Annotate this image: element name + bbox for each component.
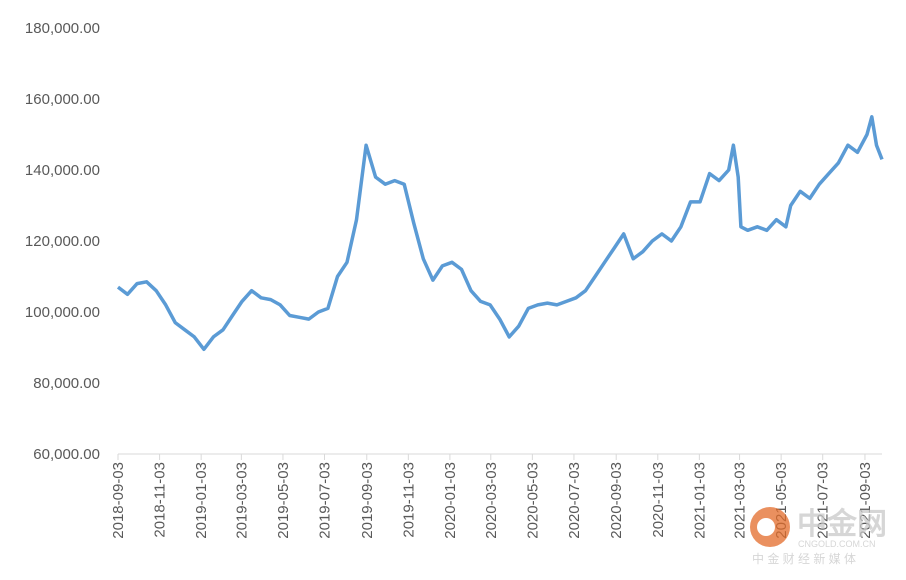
watermark-logo: 中金网 xyxy=(797,507,887,541)
x-tick-label: 2020-07-03 xyxy=(566,462,583,539)
y-tick-label: 60,000.00 xyxy=(33,446,100,463)
x-tick-label: 2019-09-03 xyxy=(359,462,376,539)
x-tick-label: 2019-07-03 xyxy=(317,462,334,539)
x-tick-label: 2021-09-03 xyxy=(857,462,874,539)
y-tick-label: 140,000.00 xyxy=(25,162,100,179)
x-tick-label: 2021-07-03 xyxy=(815,462,832,539)
x-tick-label: 2018-09-03 xyxy=(110,462,127,539)
watermark: 中金网 CNGOLD.COM.CN 中 金 财 经 新 媒 体 xyxy=(750,507,887,566)
x-tick-label: 2021-03-03 xyxy=(732,462,749,539)
y-tick-label: 120,000.00 xyxy=(25,233,100,250)
y-tick-label: 160,000.00 xyxy=(25,91,100,108)
x-tick-label: 2018-11-03 xyxy=(152,462,169,538)
x-tick-label: 2021-01-03 xyxy=(691,462,708,539)
x-tick-label: 2019-03-03 xyxy=(233,462,250,539)
watermark-icon xyxy=(757,518,775,536)
x-tick-label: 2019-11-03 xyxy=(400,462,417,538)
line xyxy=(116,115,884,352)
x-tick-label: 2020-01-03 xyxy=(442,462,459,539)
y-tick-label: 100,000.00 xyxy=(25,304,100,321)
x-tick-label: 2020-03-03 xyxy=(483,462,500,539)
y-tick-label: 80,000.00 xyxy=(33,375,100,392)
watermark-site: CNGOLD.COM.CN xyxy=(798,539,876,549)
x-tick-label: 2019-05-03 xyxy=(275,462,292,539)
x-tick-label: 2020-09-03 xyxy=(608,462,625,539)
x-tick-label: 2019-01-03 xyxy=(193,462,210,539)
x-tick-label: 2020-05-03 xyxy=(524,462,541,539)
y-tick-label: 180,000.00 xyxy=(25,20,100,37)
x-tick-label: 2020-11-03 xyxy=(650,462,667,538)
watermark-tagline: 中 金 财 经 新 媒 体 xyxy=(752,551,856,566)
